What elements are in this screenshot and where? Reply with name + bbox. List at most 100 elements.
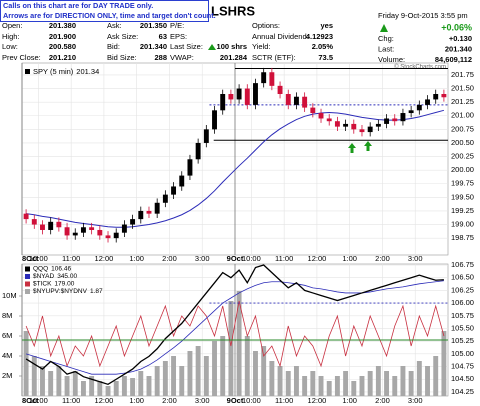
y-tick-label: 201.25: [451, 97, 474, 106]
bar: [269, 361, 275, 396]
bar: [105, 386, 111, 396]
field-label: Bid:: [107, 42, 120, 51]
bar: [64, 376, 70, 396]
credit: © StockCharts.com: [394, 64, 446, 71]
legend-label: QQQ: [33, 266, 48, 273]
y-tick-label: 200.75: [451, 124, 474, 133]
bar: [23, 331, 29, 396]
candle-body: [318, 113, 324, 119]
bar: [334, 376, 340, 396]
candle-body: [48, 221, 54, 230]
bar: [220, 336, 226, 396]
series-line: [25, 264, 444, 386]
bar: [433, 356, 439, 396]
bar: [97, 381, 103, 396]
legend-value: 345.00: [57, 273, 77, 280]
bar: [425, 366, 430, 396]
candle-body: [31, 219, 37, 225]
candle-body: [203, 129, 209, 143]
candle-body: [228, 94, 234, 100]
legend-swatch: [25, 281, 30, 287]
field-label: High:: [2, 32, 20, 41]
legend-swatch: [25, 289, 30, 294]
candle-body: [367, 126, 373, 133]
candle-body: [425, 99, 430, 105]
field-value: 4.12923: [306, 32, 333, 41]
chart-title: LSHRS: [211, 3, 255, 18]
y-tick-label: 201.75: [451, 70, 474, 79]
y2-tick-label: 104.25: [451, 387, 474, 396]
x-tick-label: 10:00: [29, 254, 48, 263]
candle-body: [121, 224, 127, 233]
bar: [56, 366, 62, 396]
candle-body: [212, 110, 217, 130]
field-value: 84,609,112: [435, 55, 472, 64]
candle-body: [220, 94, 226, 111]
bar: [195, 346, 201, 396]
field-value: 201.340: [140, 42, 167, 51]
field-label: Last Size:: [170, 42, 203, 51]
bar: [367, 371, 373, 396]
series-line: [25, 300, 445, 368]
x-tick-label: 10:00: [242, 396, 261, 405]
field-label: VWAP:: [170, 53, 194, 62]
legend-value: 1.87: [90, 288, 103, 295]
y-tick-label: 4M: [2, 351, 12, 360]
candle-body: [80, 227, 86, 233]
candle-body: [138, 210, 144, 220]
change-pct: +0.06%: [441, 22, 472, 32]
bar: [236, 291, 242, 396]
x-tick-label: 3:00: [195, 396, 210, 405]
legend-swatch: [25, 266, 30, 272]
bar: [302, 376, 308, 396]
field-value: 201.284: [220, 53, 248, 62]
bar: [187, 351, 193, 396]
candle-body: [113, 232, 119, 239]
x-tick-label: 8Oct: [22, 254, 39, 263]
field-value: 201.380: [49, 21, 76, 30]
note-text: Arrows are for DIRECTION ONLY, time and …: [3, 11, 216, 20]
x-tick-label: 1:00: [342, 396, 357, 405]
candle-body: [130, 219, 136, 225]
candle-body: [408, 110, 414, 114]
bar: [80, 381, 86, 396]
field-label: SCTR (ETF):: [252, 53, 296, 62]
y-tick-label: 199.50: [451, 192, 474, 201]
field-label: Options:: [252, 21, 280, 30]
moving-average: [26, 109, 445, 228]
note-box: [0, 0, 209, 22]
y-tick-label: 199.00: [451, 220, 474, 229]
field-label: Open:: [2, 21, 22, 30]
field-label: Last:: [378, 44, 394, 53]
bar: [343, 371, 349, 396]
direction-arrow: [348, 143, 356, 153]
field-label: P/E:: [170, 21, 184, 30]
bar: [351, 381, 357, 396]
candle-body: [326, 118, 332, 122]
legend-label: $NYAD: [33, 273, 54, 280]
candle-body: [56, 221, 62, 228]
candle-body: [72, 232, 78, 236]
field-value: 2.05%: [312, 42, 334, 51]
up-arrow-icon: [380, 24, 388, 32]
bar: [228, 301, 234, 396]
bar: [384, 371, 390, 396]
bar: [130, 378, 136, 396]
x-tick-label: 9Oct: [227, 254, 244, 263]
bar: [48, 371, 54, 396]
bar: [31, 356, 37, 396]
x-tick-label: 2:00: [162, 396, 177, 405]
candle-body: [105, 235, 111, 239]
field-label: Volume:: [378, 55, 405, 64]
x-tick-label: 12:00: [95, 396, 114, 405]
bar: [89, 376, 95, 396]
y-tick-label: 10M: [2, 291, 17, 300]
up-arrow-icon: [208, 44, 216, 50]
field-value: 200.580: [49, 42, 76, 51]
y2-tick-label: 106.75: [451, 260, 474, 269]
y-tick-label: 6M: [2, 331, 12, 340]
x-tick-label: 3:00: [408, 254, 423, 263]
series-line: [25, 280, 444, 375]
candle-body: [400, 113, 406, 122]
field-value: 100 shrs: [217, 42, 247, 51]
